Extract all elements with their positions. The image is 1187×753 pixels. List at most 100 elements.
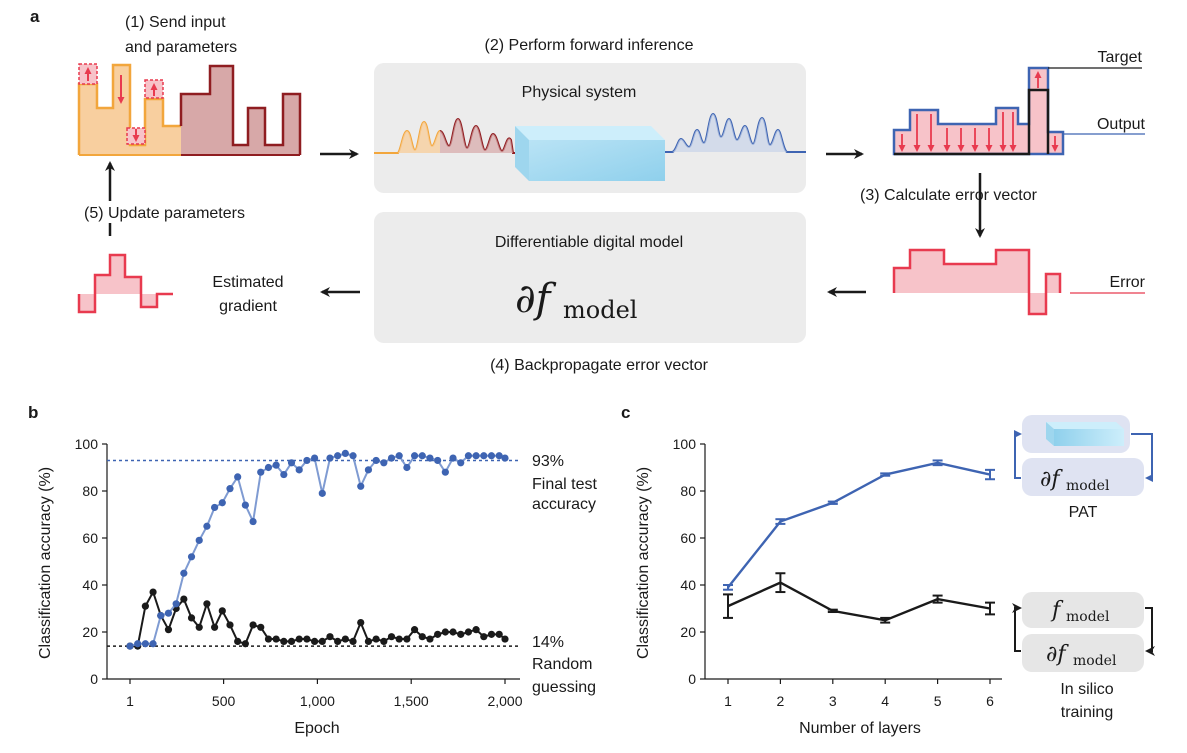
b-data-point bbox=[134, 640, 142, 648]
b-data-point bbox=[234, 473, 242, 481]
c-x-tick-label: 6 bbox=[986, 693, 994, 709]
step3-label: (3) Calculate error vector bbox=[860, 187, 1038, 204]
pat-label: PAT bbox=[1069, 504, 1098, 521]
panel-b: b Classification accuracy (%) Epoch 0 20 4… bbox=[28, 403, 597, 737]
output-target-waveform bbox=[892, 66, 1065, 156]
b-data-point bbox=[226, 485, 234, 493]
b-y-tick-label: 100 bbox=[75, 436, 99, 452]
svg-text:model: model bbox=[1066, 609, 1110, 625]
svg-text:model: model bbox=[1066, 478, 1110, 494]
b-data-point bbox=[487, 452, 496, 460]
c-series-line bbox=[727, 461, 991, 589]
b-data-point bbox=[364, 466, 373, 474]
b-y-tick-label: 40 bbox=[82, 577, 98, 593]
panel-a-label: a bbox=[30, 7, 40, 26]
random-guessing-line2: guessing bbox=[532, 679, 596, 696]
b-data-point bbox=[195, 623, 203, 631]
b-data-point bbox=[387, 454, 396, 462]
b-data-point bbox=[457, 459, 465, 467]
estimated-gradient-line2: gradient bbox=[219, 298, 277, 315]
c-x-tick-label: 2 bbox=[777, 693, 785, 709]
b-data-point bbox=[149, 640, 157, 648]
b-data-point bbox=[226, 621, 234, 629]
b-data-point bbox=[295, 466, 303, 474]
b-data-point bbox=[149, 588, 157, 596]
b-data-point bbox=[487, 630, 496, 638]
error-label: Error bbox=[1109, 274, 1145, 291]
b-data-point bbox=[495, 452, 503, 460]
c-y-tick-label: 100 bbox=[673, 436, 697, 452]
b-data-point bbox=[372, 456, 380, 465]
target-label: Target bbox=[1098, 49, 1143, 66]
b-data-point bbox=[380, 459, 388, 467]
b-data-point bbox=[164, 626, 173, 634]
b-data-point bbox=[211, 623, 219, 631]
b-data-point bbox=[480, 452, 488, 460]
panel-b-xlabel: Epoch bbox=[294, 720, 339, 737]
b-data-point bbox=[395, 635, 403, 643]
b-data-point bbox=[334, 452, 342, 460]
gradient-waveform bbox=[77, 253, 173, 314]
random-guessing-value: 14% bbox=[532, 634, 564, 651]
c-x-tick-label: 3 bbox=[829, 693, 837, 709]
final-accuracy-line1: Final test bbox=[532, 476, 597, 493]
b-data-point bbox=[157, 611, 165, 620]
b-data-point bbox=[141, 640, 149, 648]
b-data-point bbox=[211, 503, 219, 512]
panel-b-label: b bbox=[28, 403, 38, 422]
panel-b-axes: 0 20 40 60 80 100 1 500 1,000 1,500 2,000 bbox=[75, 436, 523, 709]
b-data-point bbox=[349, 452, 357, 460]
b-data-point bbox=[203, 522, 211, 530]
insilico-diagram: f model ∂f model bbox=[1012, 592, 1155, 672]
b-data-point bbox=[303, 456, 311, 465]
b-data-point bbox=[241, 640, 249, 648]
b-data-point bbox=[403, 635, 411, 643]
b-data-point bbox=[249, 517, 257, 526]
b-data-point bbox=[387, 633, 396, 641]
panel-b-ylabel: Classification accuracy (%) bbox=[37, 467, 54, 659]
b-data-point bbox=[195, 536, 203, 544]
b-data-point bbox=[464, 628, 473, 636]
b-data-point bbox=[418, 633, 426, 641]
b-data-point bbox=[449, 454, 457, 462]
b-data-point bbox=[441, 468, 449, 476]
b-data-point bbox=[418, 452, 426, 460]
b-data-point bbox=[326, 633, 334, 641]
panel-c-axes: 0 20 40 60 80 100 1 2 3 4 5 6 bbox=[673, 436, 1002, 709]
c-series-line bbox=[727, 581, 991, 622]
b-data-point bbox=[287, 637, 296, 646]
step4-label: (4) Backpropagate error vector bbox=[490, 357, 709, 374]
panel-a: a (1) Send input and parameters (2) Perf… bbox=[30, 7, 1146, 374]
b-data-point bbox=[434, 630, 442, 638]
c-y-tick-label: 0 bbox=[688, 671, 696, 687]
b-data-point bbox=[434, 456, 442, 465]
b-data-point bbox=[249, 621, 257, 629]
b-data-point bbox=[218, 607, 226, 615]
b-data-point bbox=[426, 635, 434, 643]
svg-text:model: model bbox=[1073, 653, 1117, 669]
b-y-tick-label: 0 bbox=[90, 671, 98, 687]
error-waveform bbox=[892, 248, 1062, 316]
svg-text:∂f: ∂f bbox=[1046, 642, 1069, 667]
insilico-line1: In silico bbox=[1060, 681, 1113, 698]
b-data-point bbox=[341, 449, 349, 457]
panel-c: c Classification accuracy (%) Number of … bbox=[621, 403, 1155, 737]
b-data-point bbox=[164, 609, 173, 617]
b-data-point bbox=[464, 452, 473, 460]
b-data-point bbox=[310, 454, 319, 462]
digital-model-box bbox=[374, 212, 806, 343]
b-x-tick-label: 1,000 bbox=[300, 693, 335, 709]
b-data-point bbox=[334, 637, 342, 646]
random-guessing-line1: Random bbox=[532, 656, 592, 673]
b-data-point bbox=[295, 635, 303, 643]
b-y-tick-label: 80 bbox=[82, 483, 98, 499]
c-y-tick-label: 80 bbox=[680, 483, 696, 499]
b-data-point bbox=[403, 463, 411, 472]
b-data-point bbox=[380, 637, 388, 646]
estimated-gradient-line1: Estimated bbox=[212, 274, 283, 291]
step1-line1: (1) Send input bbox=[125, 14, 226, 31]
b-data-point bbox=[495, 630, 503, 638]
panel-b-plot bbox=[107, 449, 520, 650]
b-data-point bbox=[441, 628, 449, 636]
